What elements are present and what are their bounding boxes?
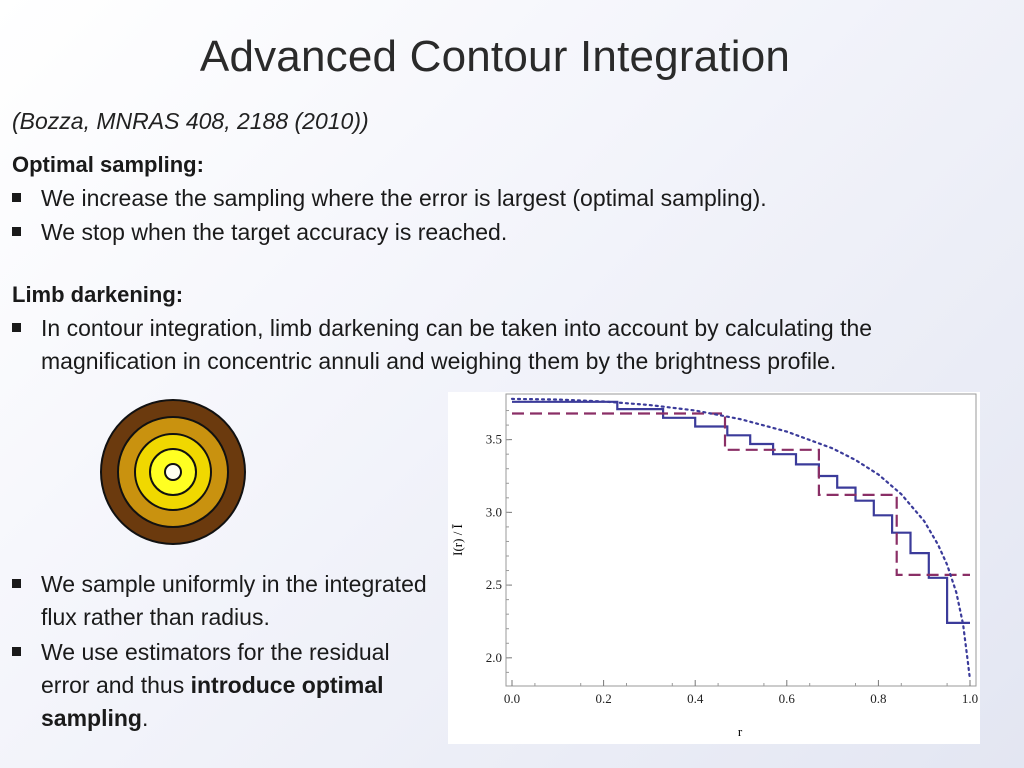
optimal-sampling-heading: Optimal sampling: — [12, 152, 204, 177]
disk-center — [164, 463, 182, 481]
bullet-item: We use estimators for the residual error… — [12, 636, 442, 735]
bullet-item: In contour integration, limb darkening c… — [12, 312, 1012, 378]
y-tick-label: 3.5 — [486, 432, 502, 447]
bullet-item: We increase the sampling where the error… — [12, 182, 992, 215]
bullet-text: We increase the sampling where the error… — [41, 185, 767, 211]
series-layer — [510, 397, 972, 681]
bullet-square-icon — [12, 193, 21, 202]
bullet-item: We sample uniformly in the integrated fl… — [12, 568, 442, 634]
limb-darkened-disk-illustration — [100, 399, 246, 545]
citation: (Bozza, MNRAS 408, 2188 (2010)) — [12, 108, 369, 134]
bullet-square-icon — [12, 647, 21, 656]
bullet-emphasis: introduce optimal sampling — [41, 672, 384, 731]
y-tick-label: 2.5 — [486, 577, 502, 592]
bullet-text: We stop when the target accuracy is reac… — [41, 219, 508, 245]
axis-ticks: 0.0 0.2 0.4 0.6 0.8 1.0 2.0 2.5 3.0 3.5 — [486, 410, 978, 706]
x-tick-label: 0.2 — [595, 691, 611, 706]
y-axis-label: I(r) / Ī — [450, 523, 465, 555]
y-tick-label: 2.0 — [486, 650, 502, 665]
x-tick-label: 0.6 — [779, 691, 796, 706]
bullet-text: In contour integration, limb darkening c… — [41, 315, 873, 374]
y-tick-label: 3.0 — [486, 504, 502, 519]
bullet-square-icon — [12, 579, 21, 588]
x-axis-label: r — [738, 724, 743, 739]
plot-frame — [505, 393, 977, 687]
x-tick-label: 0.0 — [504, 691, 520, 706]
slide-title: Advanced Contour Integration — [199, 32, 791, 81]
x-tick-label: 0.8 — [870, 691, 886, 706]
bullet-square-icon — [12, 323, 21, 332]
x-tick-label: 0.4 — [687, 691, 704, 706]
brightness-profile-chart: 0.0 0.2 0.4 0.6 0.8 1.0 2.0 2.5 3.0 3.5 r I(r) / … — [450, 393, 978, 739]
series-dashed-line — [512, 412, 970, 576]
bullet-text: We sample uniformly in the integrated fl… — [41, 571, 427, 630]
bullet-item: We stop when the target accuracy is reac… — [12, 216, 992, 249]
bullet-text: We use estimators for the residual error… — [41, 639, 390, 731]
series-dotted-line — [510, 397, 972, 681]
chart-panel: 0.0 0.2 0.4 0.6 0.8 1.0 2.0 2.5 3.0 3.5 r I(r) / … — [448, 392, 980, 744]
limb-darkening-heading: Limb darkening: — [12, 282, 184, 307]
bullet-square-icon — [12, 227, 21, 236]
x-tick-label: 1.0 — [962, 691, 978, 706]
